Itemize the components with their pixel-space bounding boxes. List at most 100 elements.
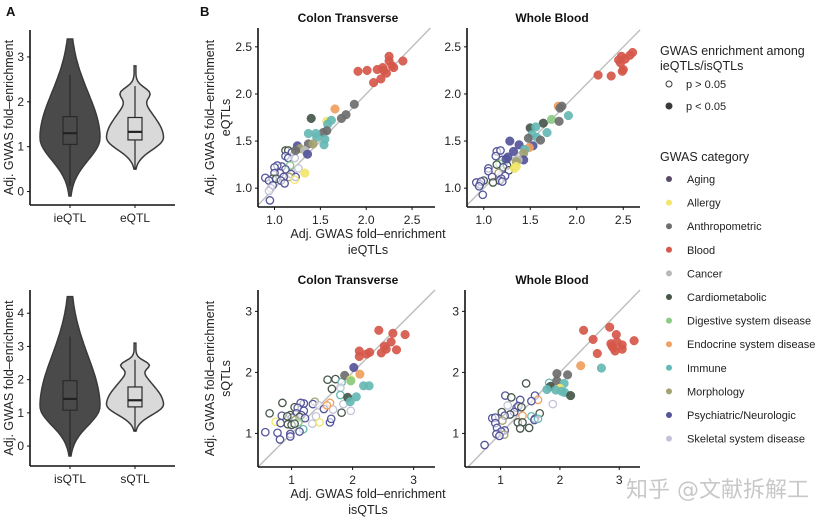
data-point	[480, 440, 489, 450]
legend-label: p > 0.05	[686, 79, 726, 91]
data-point	[538, 118, 548, 128]
data-point	[280, 179, 289, 188]
y-axis-title-line2: sQTLs	[219, 360, 233, 397]
y-tick-label: 2	[17, 95, 24, 109]
legend-color-swatch-icon	[666, 270, 672, 277]
legend-color-swatch-icon	[666, 412, 672, 418]
legend-color-swatch-icon	[666, 388, 672, 395]
y-tick-label: 0	[17, 439, 24, 453]
x-tick-label: 2.5	[615, 213, 632, 227]
data-point	[596, 363, 606, 373]
data-point	[593, 70, 603, 80]
panel-letter-a: A	[6, 4, 16, 19]
data-point	[524, 423, 534, 433]
legend-item-cardiometabolic: Cardiometabolic	[666, 292, 767, 304]
data-point	[290, 153, 300, 163]
data-point	[388, 328, 398, 338]
x-tick-label: 2	[557, 473, 564, 487]
legend-label: Aging	[687, 174, 715, 186]
x-tick-label: 1	[288, 473, 295, 487]
legend-marker-icon	[665, 80, 673, 88]
data-point	[336, 383, 345, 393]
legend-item-skeletal-system-disease: Skeletal system disease	[666, 434, 805, 446]
data-point	[330, 104, 340, 114]
legend-label: Endocrine system disease	[687, 339, 815, 351]
y-tick-label: 2	[452, 365, 459, 379]
legend-item-immune: Immune	[666, 363, 727, 375]
legend-color-swatch-icon	[666, 341, 672, 348]
x-axis-title-line1: Adj. GWAS fold–enrichment	[290, 487, 446, 501]
legend-item-cancer: Cancer	[666, 268, 723, 280]
legend-category-title: GWAS category	[660, 150, 750, 164]
y-tick-label: 1	[245, 426, 252, 440]
legend-color-swatch-icon	[666, 246, 672, 253]
y-tick-label: 3	[452, 304, 459, 318]
x-tick-label: 2.5	[404, 213, 421, 227]
scatter-chart-colon-sqtl: 1 2 3 1 2 3 Colon Transverse Adj. GWAS fold–enr…	[203, 273, 436, 487]
legend-label: Anthropometric	[687, 221, 762, 233]
x-tick-label: 1.0	[475, 213, 492, 227]
chart-title: Whole Blood	[515, 273, 588, 287]
data-point	[346, 406, 356, 416]
data-point	[319, 140, 329, 150]
data-point	[491, 151, 501, 161]
data-point	[535, 135, 546, 145]
legend-item-digestive-system-disease: Digestive system disease	[666, 316, 811, 328]
data-point	[265, 196, 275, 205]
data-point	[265, 408, 274, 418]
data-point	[474, 181, 484, 191]
y-tick-label: 0	[17, 185, 24, 199]
legend-enrichment-title-line1: GWAS enrichment among	[660, 44, 805, 58]
data-point	[278, 398, 287, 408]
data-point	[400, 330, 410, 340]
data-point	[497, 177, 507, 186]
data-point	[579, 325, 589, 335]
data-point	[327, 384, 337, 394]
data-point	[345, 397, 355, 407]
legend-label: Psychiatric/Neurologic	[687, 410, 796, 422]
legend-color-swatch-icon	[666, 364, 672, 371]
legend-marker-icon	[665, 102, 673, 110]
legend-item-significant: p < 0.05	[665, 101, 726, 113]
data-point	[351, 392, 361, 402]
data-point	[354, 351, 364, 362]
data-point	[308, 139, 318, 149]
x-axis-title-line2: ieQTLs	[348, 243, 388, 257]
data-point	[302, 149, 313, 159]
data-point	[563, 111, 573, 121]
legend-color-swatch-icon	[666, 223, 672, 230]
x-tick-label: 1.5	[522, 213, 539, 227]
data-point	[349, 99, 359, 109]
data-point	[617, 66, 627, 76]
data-point	[307, 419, 317, 429]
data-point	[606, 71, 616, 81]
y-axis-title-line1: Adj. GWAS fold–enrichment	[203, 300, 217, 456]
y-tick-label: 4	[17, 306, 24, 320]
data-point	[517, 402, 526, 412]
x-tick-label: 1.0	[266, 213, 283, 227]
data-point	[362, 65, 372, 75]
y-tick-label: 2.0	[235, 87, 252, 101]
data-point	[554, 116, 564, 126]
data-point	[276, 418, 285, 428]
data-point	[563, 370, 573, 380]
data-point	[336, 390, 345, 400]
panel-letter-b: B	[200, 4, 209, 19]
legend: GWAS enrichment among ieQTLs/isQTLs p > …	[660, 44, 815, 446]
x-tick-label: eQTL	[120, 211, 150, 225]
data-point	[376, 74, 386, 84]
y-tick-label: 2.5	[235, 40, 252, 54]
data-point	[349, 362, 359, 373]
data-point	[315, 418, 324, 427]
legend-item-endocrine-system-disease: Endocrine system disease	[666, 339, 815, 351]
data-point	[542, 128, 552, 138]
data-point	[364, 381, 374, 391]
data-point	[488, 178, 498, 187]
box	[62, 116, 78, 146]
legend-label: Allergy	[687, 198, 721, 210]
legend-color-swatch-icon	[666, 317, 672, 324]
y-axis-title-line2: eQTLs	[219, 99, 233, 137]
data-point	[294, 164, 303, 173]
